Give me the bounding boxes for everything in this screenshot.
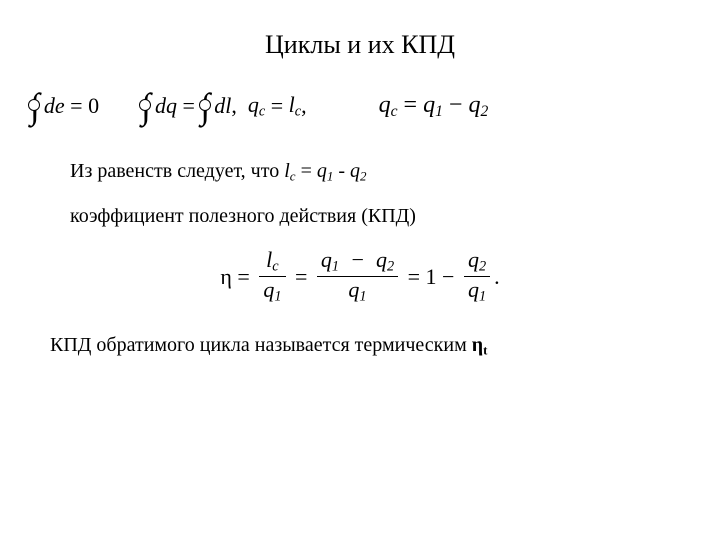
- eq-sign: =: [232, 264, 255, 290]
- oint-icon: ∫: [200, 88, 210, 124]
- q2: q2: [468, 92, 488, 121]
- eq-sign: =: [177, 93, 200, 119]
- eq-sign: =: [65, 93, 88, 119]
- eq-sign: =: [290, 264, 313, 290]
- minus-sign: −: [437, 264, 460, 290]
- q1: q1: [423, 92, 443, 121]
- line1-prefix: Из равенств следует, что: [70, 160, 284, 182]
- eq-dq: dq: [155, 93, 177, 119]
- eta-equation: η = lc q1 = q1 − q2 q1 = 1 − q2 q1 .: [30, 248, 690, 306]
- comma: ,: [231, 93, 248, 119]
- equation-row: ∫ de = 0 ∫ dq = ∫ dl , qc = lc , qc = q1…: [30, 88, 690, 124]
- eq-int-dq-dl: ∫ dq = ∫ dl , qc = lc ,: [141, 88, 307, 124]
- page-title: Циклы и их КПД: [30, 30, 690, 60]
- eta-t: ηt: [472, 334, 488, 356]
- frac-q2-q1: q2 q1: [464, 248, 490, 306]
- line-follows-from: Из равенств следует, что lc = q1 - q2: [70, 158, 690, 185]
- slide: Циклы и их КПД ∫ de = 0 ∫ dq = ∫ dl , qc…: [0, 0, 720, 540]
- line-kpd-def: коэффициент полезного действия (КПД): [70, 203, 690, 230]
- eq-sign: =: [398, 92, 424, 119]
- line3-text: КПД обратимого цикла называется термичес…: [50, 334, 472, 356]
- period: .: [494, 264, 500, 290]
- frac-q1q2-q1: q1 − q2 q1: [317, 248, 398, 306]
- one: 1: [426, 264, 437, 290]
- eq-sign: =: [265, 93, 288, 119]
- qc-sym: qc: [248, 92, 265, 121]
- oint-icon: ∫: [141, 88, 151, 124]
- q1: q1: [317, 160, 334, 182]
- eq-qc-q1-q2: qc = q1 − q2: [379, 92, 489, 121]
- eq-sign: =: [301, 160, 317, 182]
- line-thermal-eta: КПД обратимого цикла называется термичес…: [50, 334, 690, 358]
- eq-de-lhs: de: [44, 93, 65, 119]
- frac-lc-q1: lc q1: [259, 248, 285, 306]
- eq-dl: dl: [214, 93, 231, 119]
- eq-sign: =: [402, 264, 425, 290]
- eq-de-rhs: 0: [88, 93, 99, 119]
- comma: ,: [301, 93, 307, 119]
- minus-sign: −: [443, 92, 469, 119]
- q2: q2: [350, 160, 367, 182]
- qc: qc: [379, 92, 398, 121]
- lc-sym: lc: [289, 92, 301, 121]
- eq-int-de: ∫ de = 0: [30, 88, 99, 124]
- lc: lc: [284, 160, 295, 182]
- oint-icon: ∫: [30, 88, 40, 124]
- minus-sign: -: [338, 160, 350, 182]
- eta-symbol: η: [220, 264, 232, 290]
